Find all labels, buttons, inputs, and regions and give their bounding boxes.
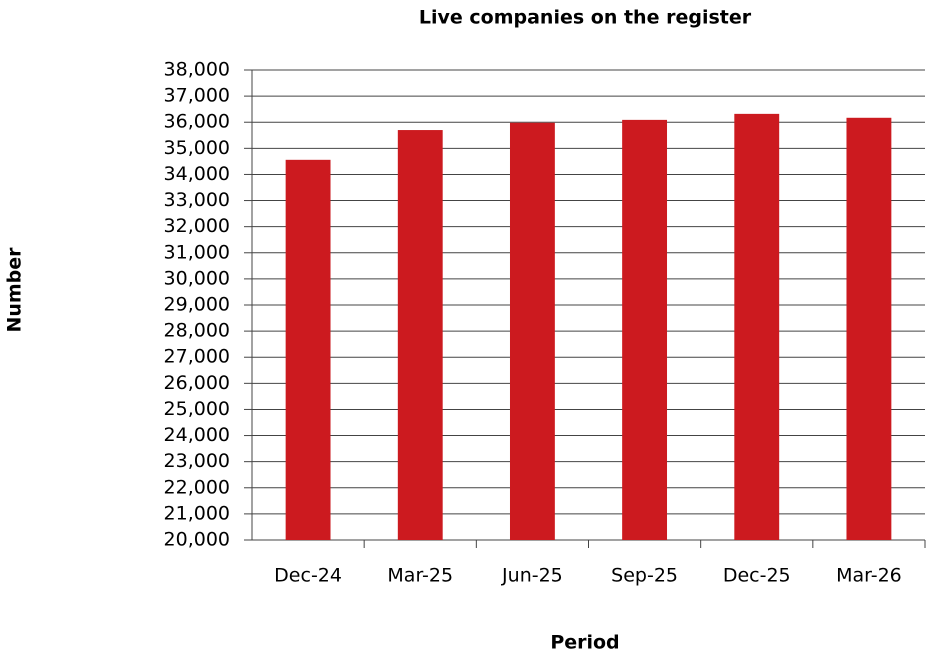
y-tick-label: 27,000 bbox=[164, 346, 230, 368]
chart-title: Live companies on the register bbox=[419, 7, 752, 29]
bar bbox=[622, 119, 668, 540]
y-tick-label: 34,000 bbox=[164, 163, 230, 185]
y-tick-label: 32,000 bbox=[164, 215, 230, 237]
y-tick-label: 37,000 bbox=[164, 85, 230, 107]
bar bbox=[509, 122, 555, 540]
x-axis-label: Period bbox=[550, 632, 619, 654]
y-tick-label: 31,000 bbox=[164, 241, 230, 263]
x-tick-label: Sep-25 bbox=[611, 565, 678, 587]
y-tick-label: 30,000 bbox=[164, 267, 230, 289]
y-tick-label: 21,000 bbox=[164, 502, 230, 524]
y-tick-label: 25,000 bbox=[164, 398, 230, 420]
x-tick-label: Dec-24 bbox=[274, 565, 342, 587]
x-tick-label: Mar-25 bbox=[387, 565, 453, 587]
y-tick-label: 35,000 bbox=[164, 137, 230, 159]
bar bbox=[734, 113, 780, 540]
y-tick-label: 22,000 bbox=[164, 476, 230, 498]
y-tick-label: 26,000 bbox=[164, 372, 230, 394]
y-tick-label: 33,000 bbox=[164, 189, 230, 211]
y-tick-label: 20,000 bbox=[164, 529, 230, 551]
bar bbox=[846, 117, 892, 541]
y-tick-label: 28,000 bbox=[164, 320, 230, 342]
y-tick-label: 23,000 bbox=[164, 450, 230, 472]
bar bbox=[397, 130, 443, 541]
y-axis-label: Number bbox=[4, 247, 26, 333]
x-tick-label: Mar-26 bbox=[836, 565, 902, 587]
y-tick-label: 24,000 bbox=[164, 424, 230, 446]
y-tick-label: 36,000 bbox=[164, 111, 230, 133]
x-tick-label: Dec-25 bbox=[723, 565, 791, 587]
y-tick-label: 38,000 bbox=[164, 59, 230, 81]
y-tick-label: 29,000 bbox=[164, 294, 230, 316]
bar bbox=[285, 159, 331, 541]
x-tick-label: Jun-25 bbox=[501, 565, 563, 587]
